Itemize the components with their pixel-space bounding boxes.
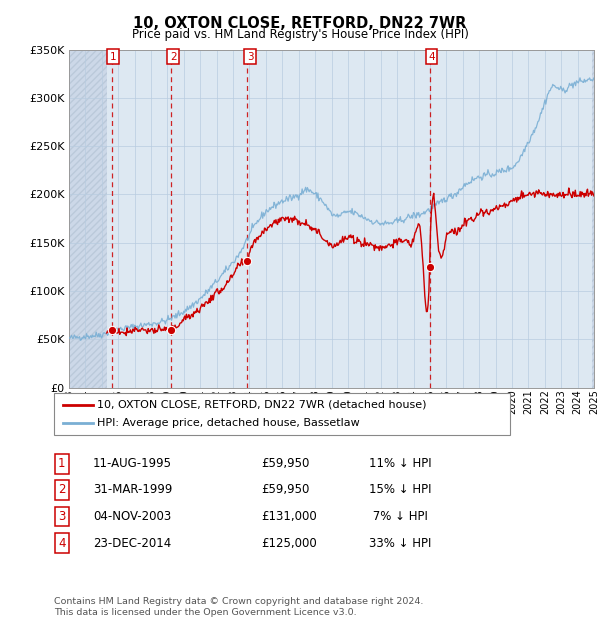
Text: 3: 3 <box>58 510 65 523</box>
Bar <box>592 50 594 388</box>
Text: 31-MAR-1999: 31-MAR-1999 <box>93 484 172 496</box>
Text: 11% ↓ HPI: 11% ↓ HPI <box>369 458 431 470</box>
Text: 33% ↓ HPI: 33% ↓ HPI <box>369 537 431 549</box>
Bar <box>69 50 107 388</box>
Text: HPI: Average price, detached house, Bassetlaw: HPI: Average price, detached house, Bass… <box>97 418 360 428</box>
Text: £125,000: £125,000 <box>261 537 317 549</box>
Text: £59,950: £59,950 <box>261 484 310 496</box>
Text: 10, OXTON CLOSE, RETFORD, DN22 7WR (detached house): 10, OXTON CLOSE, RETFORD, DN22 7WR (deta… <box>97 400 427 410</box>
Text: 15% ↓ HPI: 15% ↓ HPI <box>369 484 431 496</box>
Text: 10, OXTON CLOSE, RETFORD, DN22 7WR: 10, OXTON CLOSE, RETFORD, DN22 7WR <box>133 16 467 30</box>
Bar <box>592 50 594 388</box>
Text: 1: 1 <box>110 51 116 61</box>
Bar <box>69 50 107 388</box>
Text: Price paid vs. HM Land Registry's House Price Index (HPI): Price paid vs. HM Land Registry's House … <box>131 28 469 41</box>
Text: 1: 1 <box>58 458 65 470</box>
Text: 2: 2 <box>58 484 65 496</box>
Text: 3: 3 <box>247 51 254 61</box>
Text: 4: 4 <box>58 537 65 549</box>
Text: 2: 2 <box>170 51 176 61</box>
Text: 7% ↓ HPI: 7% ↓ HPI <box>369 510 428 523</box>
Text: £59,950: £59,950 <box>261 458 310 470</box>
Text: 11-AUG-1995: 11-AUG-1995 <box>93 458 172 470</box>
Text: 4: 4 <box>428 51 435 61</box>
Text: 04-NOV-2003: 04-NOV-2003 <box>93 510 171 523</box>
Text: £131,000: £131,000 <box>261 510 317 523</box>
Text: 23-DEC-2014: 23-DEC-2014 <box>93 537 171 549</box>
Text: Contains HM Land Registry data © Crown copyright and database right 2024.
This d: Contains HM Land Registry data © Crown c… <box>54 598 424 617</box>
